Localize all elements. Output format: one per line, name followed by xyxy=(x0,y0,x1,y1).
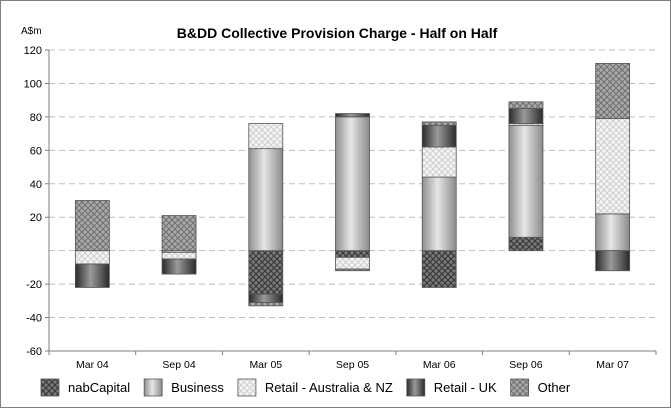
legend-swatch xyxy=(40,378,60,397)
x-tick-label: Mar 06 xyxy=(423,359,456,371)
bar-segment xyxy=(74,263,110,288)
bar-segment xyxy=(74,200,110,252)
bar-segment xyxy=(508,108,544,124)
bar-segment xyxy=(421,250,457,288)
bar-segment xyxy=(595,62,631,119)
legend-label: Business xyxy=(171,380,224,395)
bar-segment xyxy=(248,302,284,307)
legend-label: nabCapital xyxy=(68,380,130,395)
legend-label: Retail - Australia & NZ xyxy=(265,380,393,395)
bar-segment xyxy=(248,148,284,252)
x-tick-label: Sep 05 xyxy=(336,359,369,371)
y-tick-label: 60 xyxy=(30,145,42,157)
bar-segment xyxy=(421,146,457,178)
bar-segment xyxy=(508,236,544,252)
bar-segment xyxy=(595,213,631,252)
y-tick-label: 80 xyxy=(30,112,42,124)
bar-segment xyxy=(335,268,370,272)
legend-swatch xyxy=(406,378,426,397)
x-tick-label: Sep 04 xyxy=(162,359,195,371)
y-tick-label: -60 xyxy=(26,346,42,358)
legend-swatch xyxy=(143,378,163,397)
bar-segment xyxy=(421,121,457,126)
bar-segment xyxy=(248,293,284,303)
bar-segment xyxy=(335,250,370,258)
legend-swatch xyxy=(237,378,257,397)
legend: nabCapital Business Retail - Australia & N… xyxy=(40,378,571,397)
y-axis-unit-label: A$m xyxy=(21,26,42,37)
legend-swatch xyxy=(510,378,530,397)
bar-segment xyxy=(595,250,631,272)
axes-group: Mar 04 Sep 04 Mar 05 Sep 05 Mar 06 Sep 06 Mar … xyxy=(24,45,657,371)
y-tick-label: 100 xyxy=(24,78,42,90)
y-tick-label: 40 xyxy=(30,179,42,191)
bar-segment xyxy=(248,250,284,295)
bar-segment xyxy=(161,215,197,252)
bar-segment xyxy=(161,258,197,275)
bars-group xyxy=(74,62,631,307)
y-tick-label: -20 xyxy=(26,279,42,291)
bar-segment xyxy=(248,123,284,150)
x-tick-label: Mar 07 xyxy=(596,359,629,371)
bar-segment xyxy=(595,118,631,215)
y-tick-label: 120 xyxy=(24,45,42,57)
bar-segment xyxy=(335,113,370,118)
x-tick-label: Sep 06 xyxy=(509,359,542,371)
y-tick-label: -40 xyxy=(26,313,42,325)
bar-segment xyxy=(161,251,197,260)
bar-segment xyxy=(74,250,110,265)
legend-label: Retail - UK xyxy=(434,380,497,395)
chart-title: B&DD Collective Provision Charge - Half … xyxy=(177,25,498,41)
bar-segment xyxy=(421,176,457,252)
y-tick-label: 20 xyxy=(30,212,42,224)
legend-label: Other xyxy=(538,380,571,395)
bar-segment xyxy=(508,124,544,238)
bar-segment xyxy=(421,124,457,148)
x-tick-label: Mar 04 xyxy=(76,359,109,371)
bar-segment xyxy=(335,256,370,270)
bar-segment xyxy=(508,101,544,109)
x-tick-label: Mar 05 xyxy=(249,359,282,371)
bar-segment xyxy=(335,116,370,252)
